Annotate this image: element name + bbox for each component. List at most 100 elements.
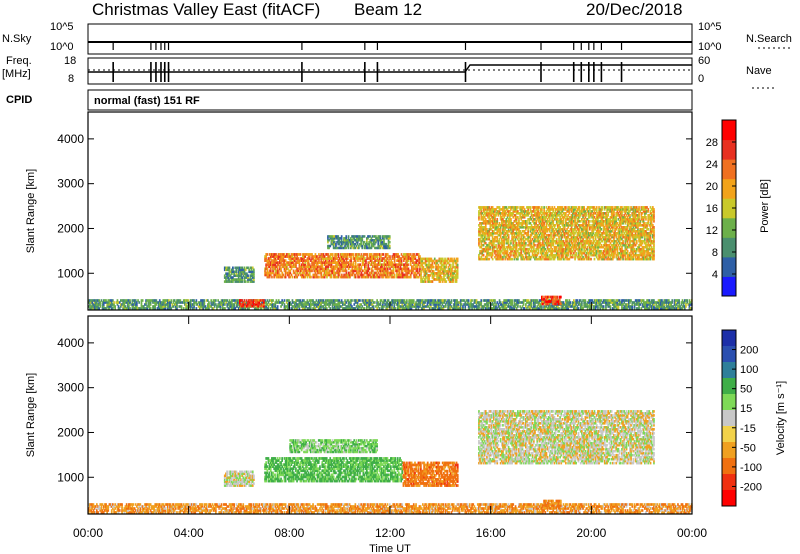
- echo-cell: [266, 261, 269, 264]
- echo-cell: [399, 305, 401, 308]
- echo-cell: [467, 299, 470, 302]
- echo-cell: [272, 271, 274, 275]
- echo-cell: [503, 303, 505, 306]
- echo-cell: [623, 301, 626, 304]
- echo-cell: [170, 307, 173, 310]
- echo-cell: [438, 299, 440, 302]
- echo-cell: [420, 280, 422, 283]
- echo-cell: [387, 235, 390, 238]
- echo-cell: [541, 206, 543, 209]
- echo-cell: [302, 261, 304, 264]
- echo-cell: [459, 299, 462, 302]
- echo-cell: [356, 269, 358, 273]
- echo-cell: [153, 301, 155, 304]
- echo-cell: [362, 242, 365, 246]
- echo-cell: [419, 257, 421, 260]
- echo-cell: [431, 299, 433, 302]
- echo-cell: [328, 259, 331, 262]
- echo-cell: [99, 301, 102, 304]
- echo-cell: [271, 259, 273, 262]
- echo-cell: [330, 237, 333, 240]
- echo-cell: [428, 303, 431, 306]
- echo-cell: [253, 303, 256, 306]
- echo-cell: [267, 265, 270, 269]
- echo-cell: [309, 307, 312, 310]
- echo-cell: [602, 299, 605, 302]
- echo-cell: [339, 240, 342, 244]
- echo-cell: [370, 255, 373, 258]
- echo-cell: [360, 237, 362, 240]
- echo-cell: [221, 303, 224, 306]
- echo-cell: [249, 276, 252, 279]
- echo-cell: [680, 307, 683, 310]
- echo-cell: [467, 303, 470, 306]
- echo-cell: [339, 255, 342, 258]
- echo-cell: [544, 305, 547, 308]
- echo-cell: [528, 303, 531, 306]
- echo-cell: [408, 255, 411, 258]
- echo-cell: [321, 269, 324, 273]
- echo-cell: [250, 266, 253, 270]
- echo-cell: [329, 263, 332, 267]
- echo-cell: [230, 268, 233, 272]
- echo-cell: [117, 305, 120, 308]
- echo-cell: [258, 303, 261, 306]
- echo-cell: [286, 261, 288, 264]
- echo-cell: [512, 305, 515, 308]
- echo-cell: [358, 257, 360, 260]
- echo-cell: [295, 301, 297, 304]
- echo-cell: [354, 269, 357, 273]
- echo-cell: [122, 299, 124, 302]
- echo-cell: [382, 305, 384, 308]
- echo-cell: [383, 235, 385, 238]
- echo-cell: [375, 305, 377, 308]
- echo-cell: [611, 303, 614, 306]
- echo-cell: [680, 303, 683, 306]
- echo-cell: [403, 303, 406, 306]
- echo-cell: [317, 307, 320, 310]
- echo-cell: [423, 274, 426, 277]
- echo-cell: [323, 271, 326, 275]
- echo-cell: [408, 253, 411, 256]
- echo-cell: [347, 242, 350, 246]
- echo-cell: [455, 307, 457, 310]
- echo-cell: [403, 257, 405, 260]
- nsky-tick-high: 10^5: [50, 21, 74, 33]
- echo-cell: [288, 253, 290, 256]
- echo-cell: [237, 272, 240, 275]
- echo-cell: [310, 275, 312, 279]
- echo-cell: [400, 263, 403, 267]
- echo-cell: [466, 303, 469, 306]
- echo-cell: [401, 303, 404, 306]
- echo-cell: [533, 305, 535, 308]
- echo-cell: [154, 307, 156, 310]
- echo-cell: [583, 303, 585, 306]
- echo-cell: [305, 303, 307, 306]
- echo-cell: [449, 263, 452, 267]
- echo-cell: [405, 265, 407, 269]
- echo-cell: [354, 239, 357, 242]
- echo-cell: [340, 240, 343, 244]
- echo-cell: [295, 257, 297, 260]
- echo-cell: [298, 305, 301, 308]
- echo-cell: [325, 253, 327, 256]
- echo-cell: [283, 265, 286, 269]
- echo-cell: [90, 301, 92, 304]
- echo-cell: [219, 305, 222, 308]
- echo-cell: [412, 259, 414, 262]
- echo-cell: [288, 255, 290, 258]
- echo-cell: [136, 307, 138, 310]
- echo-cell: [290, 307, 293, 310]
- echo-cell: [337, 307, 340, 310]
- echo-cell: [321, 275, 324, 279]
- echo-cell: [369, 263, 372, 267]
- echo-cell: [383, 265, 386, 269]
- echo-cell: [406, 257, 409, 260]
- echo-cell: [601, 301, 604, 304]
- echo-cell: [229, 280, 232, 283]
- echo-cell: [257, 299, 259, 302]
- echo-cell: [290, 255, 293, 258]
- echo-cell: [301, 307, 304, 310]
- echo-cell: [677, 299, 679, 302]
- echo-cell: [285, 301, 288, 304]
